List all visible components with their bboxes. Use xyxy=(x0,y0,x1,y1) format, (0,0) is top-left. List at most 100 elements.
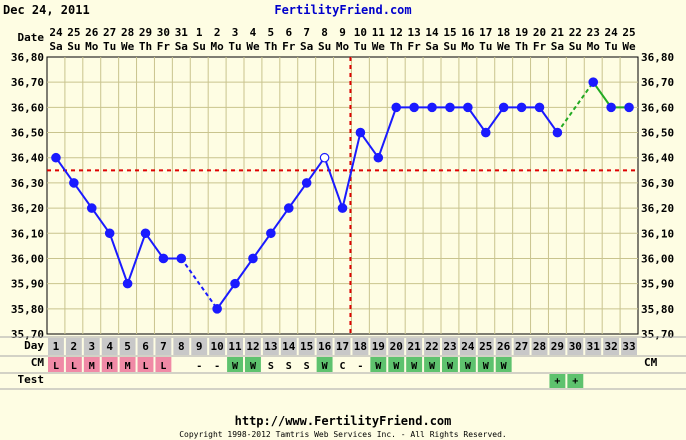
cm-value: W xyxy=(232,361,239,372)
day-cell xyxy=(280,338,297,355)
temperature-point xyxy=(498,102,509,113)
temperature-point xyxy=(427,102,437,113)
day-cell xyxy=(173,338,190,355)
temperature-point xyxy=(212,304,222,314)
day-cell xyxy=(137,338,154,355)
temperature-point xyxy=(624,102,634,113)
day-cell xyxy=(316,338,333,355)
date-tick-label: 26 xyxy=(85,26,99,39)
temperature-point xyxy=(534,102,545,113)
temperature-point xyxy=(337,203,348,213)
date-tick-label: 13 xyxy=(408,26,421,39)
date-tick-label: 27 xyxy=(103,26,116,39)
day-number: 23 xyxy=(443,340,456,353)
day-number: 9 xyxy=(196,340,203,353)
weekday-tick-label: Tu xyxy=(103,40,116,53)
temperature-point xyxy=(104,228,115,239)
cm-cell xyxy=(406,357,423,372)
temperature-segment xyxy=(252,232,272,260)
day-number: 17 xyxy=(336,340,349,353)
temperature-segment xyxy=(270,207,290,234)
temperature-segment xyxy=(305,157,326,184)
day-number: 19 xyxy=(372,340,385,353)
y-tick-label-left: 36,50 xyxy=(11,127,44,140)
cm-value: W xyxy=(250,361,257,372)
day-number: 25 xyxy=(479,340,492,353)
temperature-point xyxy=(319,152,330,163)
temperature-point xyxy=(373,152,384,163)
day-number: 31 xyxy=(587,340,601,353)
temperature-point xyxy=(248,253,258,264)
temperature-point xyxy=(480,127,491,138)
temperature-segment xyxy=(377,107,398,159)
temperature-segment xyxy=(55,157,75,184)
y-tick-label-left: 35,70 xyxy=(11,328,44,341)
day-cell xyxy=(334,338,351,355)
date-tick-label: 4 xyxy=(250,26,257,39)
cm-value: W xyxy=(411,361,418,372)
day-number: 11 xyxy=(228,340,242,353)
day-number: 30 xyxy=(569,340,582,353)
chart-date: Dec 24, 2011 xyxy=(3,3,90,17)
day-cell xyxy=(262,338,279,355)
weekday-tick-label: Sa xyxy=(175,40,188,53)
cm-cell xyxy=(370,357,387,372)
cm-cell xyxy=(155,357,172,372)
cm-value: M xyxy=(89,361,95,372)
day-number: 24 xyxy=(461,340,475,353)
weekday-tick-label: Mo xyxy=(85,40,99,53)
cm-cell xyxy=(388,357,405,372)
y-tick-label-left: 36,00 xyxy=(11,252,44,265)
temperature-point xyxy=(51,152,61,163)
day-cell xyxy=(48,338,64,355)
temperature-point xyxy=(463,102,473,113)
temperature-segment xyxy=(323,157,344,209)
temperature-segment xyxy=(73,182,93,209)
date-tick-label: 16 xyxy=(461,26,475,39)
cm-value: W xyxy=(501,361,508,372)
day-number: 15 xyxy=(300,340,313,353)
day-number: 28 xyxy=(533,340,546,353)
cm-cell xyxy=(227,357,243,372)
cm-value: - xyxy=(214,361,220,372)
weekday-tick-label: Su xyxy=(193,40,206,53)
temperature-series xyxy=(51,77,634,314)
weekday-tick-label: Th xyxy=(264,40,277,53)
temperature-point xyxy=(301,178,312,188)
cm-cell xyxy=(137,357,154,372)
day-number: 5 xyxy=(124,340,131,353)
temperature-point xyxy=(158,253,169,264)
day-number: 2 xyxy=(71,340,78,353)
cm-cell xyxy=(119,357,136,372)
day-cell xyxy=(531,338,548,355)
date-tick-label: 24 xyxy=(605,26,619,39)
temperature-point xyxy=(391,102,402,113)
date-tick-label: 17 xyxy=(479,26,492,39)
temperature-segment xyxy=(126,232,147,284)
day-number: 16 xyxy=(318,340,332,353)
temperature-point xyxy=(266,228,276,239)
site-title: FertilityFriend.com xyxy=(274,3,411,17)
weekday-tick-label: Su xyxy=(443,40,456,53)
cm-cell xyxy=(101,357,118,372)
temperature-point xyxy=(588,77,599,87)
date-tick-label: 7 xyxy=(303,26,310,39)
y-tick-label-left: 36,20 xyxy=(11,202,44,215)
day-cell xyxy=(585,338,602,355)
day-cell xyxy=(370,338,387,355)
date-tick-label: 18 xyxy=(497,26,510,39)
y-axis-right: 35,70 35,80 35,90 36,00 36,10 36,20 36,30 36,40… xyxy=(641,51,674,341)
day-number: 3 xyxy=(88,340,95,353)
temperature-point xyxy=(283,203,294,213)
day-number: 7 xyxy=(160,340,167,353)
weekday-tick-label: Mo xyxy=(461,40,475,53)
cm-value: - xyxy=(357,361,363,372)
day-cell xyxy=(227,338,243,355)
weekday-tick-label: Tu xyxy=(479,40,492,53)
y-tick-label-left: 36,10 xyxy=(11,227,44,240)
test-value: + xyxy=(554,376,560,387)
weekday-tick-label: We xyxy=(246,40,260,53)
date-tick-label: 22 xyxy=(569,26,582,39)
weekday-tick-label: Su xyxy=(569,40,582,53)
